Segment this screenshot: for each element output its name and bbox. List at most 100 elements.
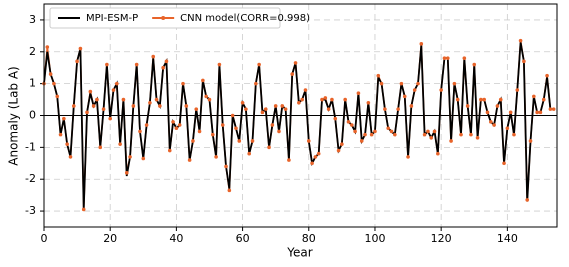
data-point [389,129,394,134]
data-point [310,161,314,166]
data-point [442,56,447,60]
data-point [369,132,374,137]
x-tick-label: 100 [364,232,385,245]
data-point [356,91,361,95]
data-point [551,107,556,111]
data-point [227,188,232,193]
data-point [65,142,69,146]
data-point [171,120,175,124]
data-point [118,142,122,146]
data-point [406,155,410,159]
data-point [518,38,523,43]
data-point [277,129,281,134]
data-point [393,132,397,137]
data-point [353,129,357,134]
data-point [191,139,195,143]
data-point [462,56,467,60]
data-point [502,161,506,166]
data-point [498,97,503,102]
data-point [244,107,248,111]
data-point [343,97,347,102]
data-point [134,62,139,67]
data-point [240,100,245,105]
data-point [548,107,553,111]
data-point [78,46,83,51]
data-point [290,72,295,76]
data-point [131,104,136,108]
data-point [323,96,328,100]
data-point [346,120,351,124]
data-point [445,56,450,60]
data-point [217,62,222,67]
data-point [340,142,344,146]
data-point [158,104,162,108]
data-point [197,129,202,134]
data-point [426,129,430,134]
data-point [373,129,377,134]
data-point [247,151,251,156]
data-point [482,97,486,102]
data-point [293,61,298,65]
data-point [399,81,404,86]
data-point [545,73,549,78]
data-point [449,139,453,143]
data-point [422,132,427,137]
data-point [115,81,119,86]
data-point [419,42,424,46]
data-point [138,129,142,134]
data-point [505,126,510,131]
data-point [111,88,116,92]
data-point [237,139,242,143]
data-point [522,59,526,64]
data-point [512,132,516,137]
data-point [58,132,63,137]
x-axis-label: Year [286,246,312,260]
data-point [181,81,185,86]
data-point [336,148,341,153]
data-point [508,110,513,115]
data-point [475,136,480,140]
y-axis-label: Anomaly (Lab A) [7,66,21,166]
data-point [128,155,132,159]
data-point [263,107,268,111]
data-point [95,97,99,102]
data-point [379,81,384,86]
data-point [177,123,182,127]
data-point [68,155,73,159]
data-point [164,59,169,64]
data-point [485,110,490,115]
data-point [306,139,311,143]
y-tick-label: 0 [29,109,36,122]
data-point [108,116,112,121]
data-point [201,78,205,83]
data-point [154,97,159,102]
data-point [234,126,238,131]
y-tick-label: 1 [29,77,36,90]
data-point [204,94,208,99]
data-point [91,104,96,108]
x-tick-label: 60 [236,232,250,245]
data-point [254,81,258,86]
data-point [429,136,434,140]
data-point [300,97,304,102]
data-point [303,88,308,92]
data-point [81,207,86,212]
data-point [489,120,493,124]
data-point [535,110,539,115]
series-line [43,42,554,210]
data-point [330,97,334,102]
data-point [270,123,275,127]
data-point [224,164,228,169]
x-tick-label: 140 [497,232,518,245]
data-point [260,110,265,115]
data-point [439,88,443,92]
data-point [465,104,470,108]
data-point [280,104,285,108]
data-point [469,132,473,137]
data-point [88,89,93,94]
data-point [230,113,235,118]
data-point [297,100,301,105]
data-point [250,139,255,143]
data-point [194,107,199,111]
data-point [45,45,50,49]
